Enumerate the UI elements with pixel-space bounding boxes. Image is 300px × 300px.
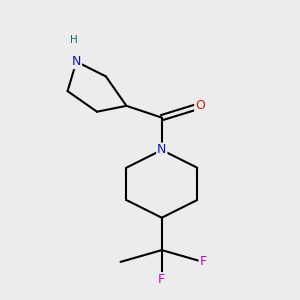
Text: O: O bbox=[195, 99, 205, 112]
Text: H: H bbox=[70, 34, 78, 45]
Text: N: N bbox=[157, 143, 167, 157]
Text: F: F bbox=[158, 273, 165, 286]
Text: N: N bbox=[72, 55, 81, 68]
Text: F: F bbox=[200, 255, 207, 268]
